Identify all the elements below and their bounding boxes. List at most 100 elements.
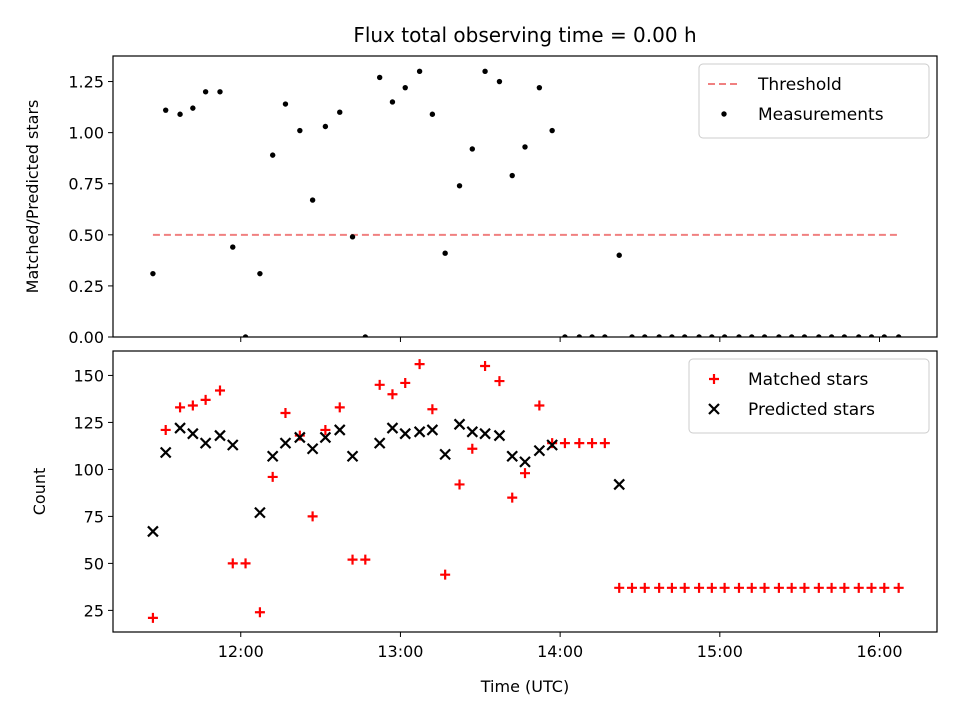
data-point <box>746 582 757 593</box>
data-point <box>613 478 625 491</box>
data-point <box>333 424 346 436</box>
x-tick-label: 15:00 <box>697 642 743 661</box>
data-point <box>416 68 423 75</box>
data-point <box>347 554 358 565</box>
data-point <box>480 361 491 372</box>
series-measurements <box>150 68 902 337</box>
data-point <box>776 334 782 337</box>
data-point <box>147 525 159 538</box>
data-point <box>749 334 755 337</box>
data-point <box>442 250 448 256</box>
x-tick-label: 12:00 <box>218 642 264 661</box>
data-point <box>536 84 543 91</box>
y-tick-label: 0.75 <box>68 175 104 194</box>
data-point <box>320 424 331 435</box>
data-point <box>721 334 728 337</box>
data-point <box>616 252 622 258</box>
data-point <box>456 183 463 189</box>
legend-box <box>688 358 930 434</box>
data-point <box>708 403 720 415</box>
data-point <box>522 144 528 150</box>
data-point <box>654 582 665 593</box>
data-point <box>414 359 425 370</box>
data-point <box>828 334 835 337</box>
data-point <box>346 450 359 463</box>
axes-frame <box>112 350 938 633</box>
data-point <box>322 123 329 130</box>
data-point <box>733 582 744 593</box>
data-point <box>642 334 648 337</box>
data-point <box>479 427 491 440</box>
legend: Matched stars Predicted stars <box>688 358 930 434</box>
data-point <box>413 426 426 438</box>
data-point <box>694 582 705 593</box>
data-point <box>427 404 438 415</box>
data-point <box>266 450 279 463</box>
data-point <box>589 334 595 337</box>
x-tick-label: 16:00 <box>856 642 902 661</box>
data-point <box>520 468 530 479</box>
data-point <box>786 582 797 593</box>
data-point <box>307 511 318 522</box>
data-point <box>202 89 209 95</box>
data-point <box>360 554 371 565</box>
data-point <box>254 506 266 519</box>
data-point <box>666 582 677 593</box>
data-point <box>240 558 251 569</box>
legend-label: Predicted stars <box>748 400 875 420</box>
data-point <box>334 402 345 413</box>
data-point <box>709 374 719 384</box>
data-point <box>721 111 727 117</box>
data-point <box>546 439 558 451</box>
y-tick-label: 75 <box>84 507 104 526</box>
data-point <box>696 334 702 337</box>
data-point <box>788 334 795 337</box>
data-point <box>147 612 158 623</box>
data-point <box>736 334 742 337</box>
data-point <box>214 385 225 396</box>
x-tick-label: 14:00 <box>537 642 583 661</box>
data-point <box>547 438 558 449</box>
data-point <box>267 471 278 482</box>
data-point <box>440 569 451 580</box>
data-point <box>226 439 239 451</box>
data-point <box>761 334 768 337</box>
data-point <box>626 582 637 593</box>
x-tick-label: 13:00 <box>377 642 423 661</box>
data-point <box>549 127 555 134</box>
data-point <box>200 394 211 405</box>
data-point <box>214 429 226 442</box>
data-point <box>454 479 465 490</box>
data-point <box>466 426 479 438</box>
data-point <box>639 582 650 593</box>
legend-label: Threshold <box>757 75 842 95</box>
data-point <box>294 431 306 444</box>
data-point <box>868 334 875 337</box>
data-point <box>576 334 582 337</box>
data-point <box>534 400 545 411</box>
series-matched-stars <box>147 359 904 623</box>
data-point <box>602 334 608 337</box>
data-point <box>895 334 902 337</box>
series-predicted-stars <box>147 418 625 538</box>
plot-area <box>147 359 904 623</box>
data-point <box>816 334 822 337</box>
data-point <box>174 422 186 434</box>
data-point <box>709 334 715 337</box>
data-point <box>533 444 546 457</box>
data-point <box>574 438 585 449</box>
data-point <box>494 376 505 387</box>
y-tick-label: 1.00 <box>68 124 104 143</box>
data-point <box>493 429 506 442</box>
data-point <box>426 424 439 436</box>
y-tick-label: 150 <box>73 366 104 385</box>
data-point <box>506 450 519 463</box>
data-point <box>190 105 196 111</box>
y-tick-label: 125 <box>73 413 104 432</box>
data-point <box>893 582 904 593</box>
data-point <box>773 582 784 593</box>
data-point <box>453 418 466 431</box>
data-point <box>374 379 385 390</box>
data-point <box>230 244 236 250</box>
data-point <box>376 74 383 81</box>
